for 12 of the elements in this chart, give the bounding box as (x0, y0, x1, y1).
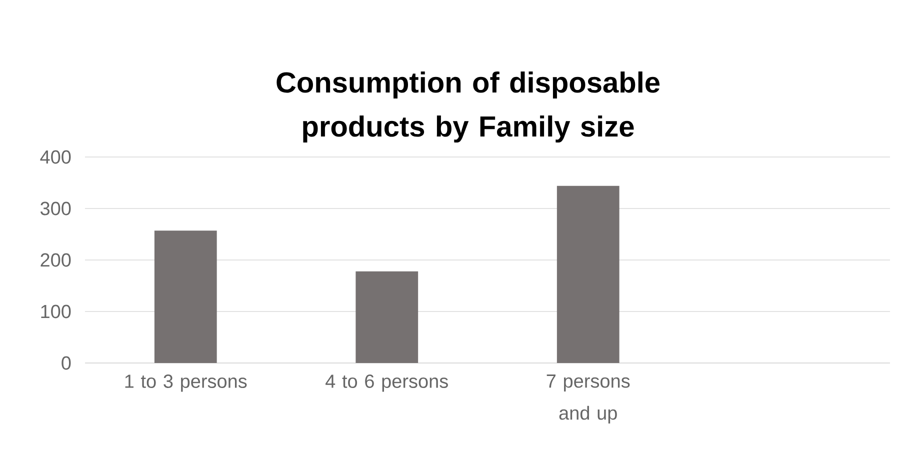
y-tick-label: 100 (41, 304, 71, 318)
bar (556, 186, 620, 363)
x-tick-label: 1 to 3 persons (125, 374, 247, 392)
chart-title: Consumption of disposable products by Family size (276, 71, 660, 143)
y-tick-label: 200 (40, 253, 71, 267)
bar (356, 271, 418, 363)
y-tick-label: 400 (40, 150, 71, 164)
x-tick-label: 4 to 6 persons (326, 374, 448, 392)
y-tick-label: 0 (62, 356, 71, 370)
x-tick-label: 7 persons and up (546, 374, 630, 424)
bar (154, 230, 217, 363)
y-tick-label: 300 (40, 202, 71, 216)
